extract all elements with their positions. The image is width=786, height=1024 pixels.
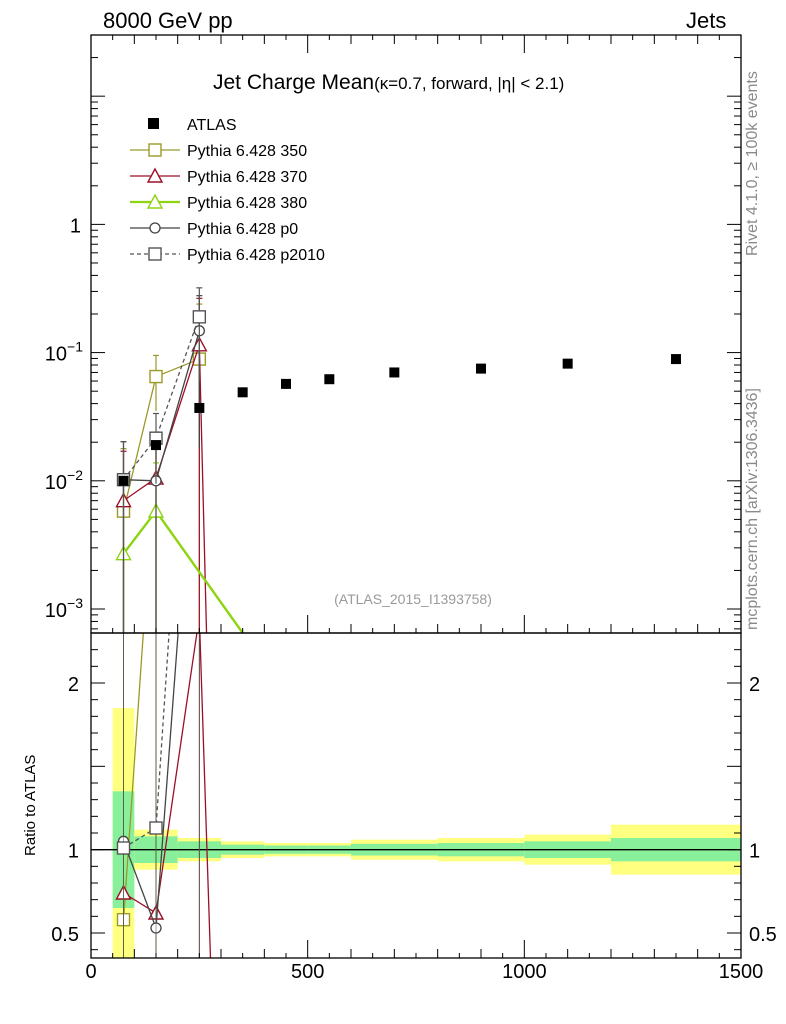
series-4-ratio-point: [149, 821, 163, 835]
legend-label-series-0: Pythia 6.428 350: [187, 143, 307, 160]
series-4-main-line: [122, 316, 200, 481]
atlas-data-point: [324, 374, 335, 385]
series-0-ratio-line: [122, 633, 144, 920]
x-tick-label: 0: [85, 961, 96, 983]
atlas-data-point: [389, 367, 400, 378]
main-panel: [115, 287, 681, 633]
series-2-ratio-point: [155, 957, 157, 958]
ratio-axis-label: Ratio to ATLAS: [22, 754, 39, 856]
main-y-tick-label: 10−1: [45, 339, 83, 366]
header-energy: 8000 GeV pp: [103, 8, 233, 33]
legend-marker-series-0: [148, 143, 162, 157]
atlas-data-point: [281, 378, 291, 389]
legend-marker-series-2: [146, 193, 164, 209]
main-y-tick-label: 1: [70, 215, 81, 237]
ratio-y-tick-label-left: 1: [68, 841, 79, 863]
atlas-data-point: [671, 354, 681, 365]
series-2-ratio-line: [124, 966, 243, 1014]
series-0-point: [149, 369, 163, 384]
mcplots-reference-label: mcplots.cern.ch [arXiv:1306.3436]: [744, 388, 761, 630]
ratio-y-tick-label-left: 0.5: [51, 924, 79, 946]
series-3-main-line: [123, 330, 200, 482]
ratio-y-tick-label-right: 2: [749, 674, 760, 696]
main-y-tick-label: 10−2: [45, 467, 83, 494]
series-2-main-line: [122, 509, 244, 633]
atlas-data-point: [151, 440, 161, 451]
chart-title: Jet Charge Mean(κ=0.7, forward, |η| < 2.…: [213, 71, 564, 94]
legend-label-series-1: Pythia 6.428 370: [187, 169, 307, 186]
series-1-main-line: [123, 344, 208, 633]
atlas-data-point: [194, 402, 205, 413]
legend-label-series-2: Pythia 6.428 380: [187, 195, 307, 212]
series-4-ratio-point: [116, 841, 131, 855]
legend-label-series-4: Pythia 6.428 p2010: [187, 247, 325, 264]
x-tick-label: 1000: [502, 961, 547, 983]
ratio-y-tick-label-right: 1: [749, 841, 760, 863]
atlas-data-point: [118, 475, 129, 486]
legend-label-atlas: ATLAS: [187, 117, 237, 134]
ratio-y-tick-label-left: 2: [68, 674, 79, 696]
analysis-watermark: (ATLAS_2015_I1393758): [334, 591, 492, 607]
ratio-y-tick-label-right: 0.5: [749, 924, 777, 946]
main-y-tick-label: 10−3: [45, 595, 83, 622]
legend-label-series-3: Pythia 6.428 p0: [187, 221, 298, 238]
legend-marker-atlas: [148, 118, 159, 129]
header-process: Jets: [686, 8, 727, 33]
series-1-ratio-line: [123, 633, 212, 958]
ratio-panel: [91, 633, 741, 1014]
atlas-data-point: [562, 358, 573, 369]
legend-marker-series-3: [149, 222, 161, 234]
atlas-data-point: [237, 387, 248, 398]
ratio-frame: [90, 632, 742, 959]
series-2-ratio-point: [117, 984, 131, 997]
legend-marker-series-4: [148, 247, 162, 261]
x-tick-label: 500: [291, 961, 324, 983]
legend-marker-series-1: [146, 167, 164, 183]
x-tick-label: 1500: [719, 961, 764, 983]
series-4-point: [192, 310, 207, 324]
atlas-data-point: [476, 363, 486, 374]
rivet-version-label: Rivet 4.1.0, ≥ 100k events: [744, 71, 761, 256]
